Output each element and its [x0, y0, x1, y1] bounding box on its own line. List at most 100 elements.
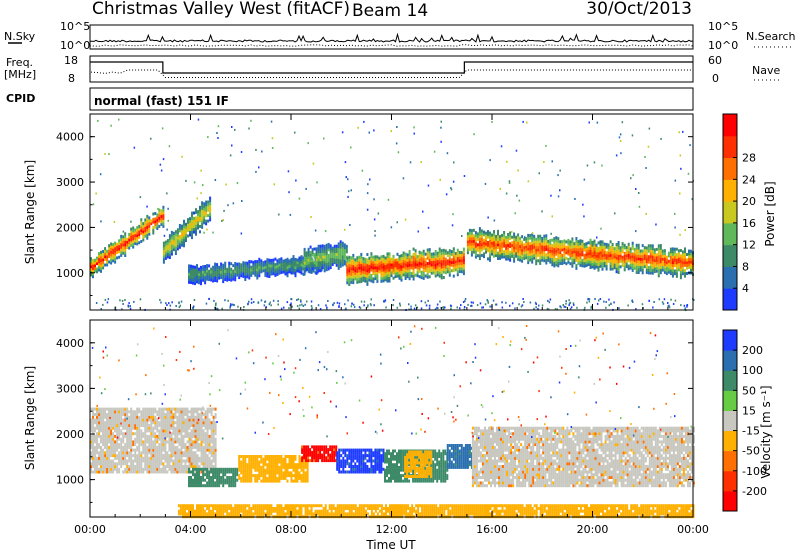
- power-cell: [140, 226, 143, 230]
- velocity-cell: [168, 465, 171, 468]
- power-cell: [680, 304, 682, 307]
- power-cell: [605, 264, 608, 268]
- velocity-cell: [282, 457, 285, 461]
- power-cell: [599, 240, 602, 244]
- power-cell: [206, 269, 209, 273]
- velocity-cell: [116, 448, 119, 452]
- power-cell: [396, 271, 399, 275]
- velocity-cell: [272, 465, 275, 469]
- velocity-cell: [206, 415, 209, 419]
- power-cell: [414, 265, 417, 269]
- velocity-cell: [90, 434, 92, 438]
- power-cell: [298, 270, 301, 274]
- power-cell: [302, 304, 305, 307]
- power-cell: [343, 228, 346, 231]
- velocity-cell: [198, 424, 201, 427]
- power-cell: [591, 251, 594, 255]
- power-cell: [176, 247, 179, 251]
- power-cell: [675, 269, 678, 273]
- power-cell: [198, 273, 200, 276]
- velocity-cell: [136, 454, 139, 458]
- velocity-cell: [96, 456, 98, 460]
- power-cell: [613, 260, 616, 264]
- power-cell: [295, 179, 297, 182]
- power-cell: [633, 266, 636, 270]
- power-cell: [497, 232, 499, 236]
- power-cell: [327, 261, 330, 265]
- power-cell: [232, 275, 235, 278]
- power-cell: [356, 269, 359, 273]
- velocity-cell: [214, 421, 217, 425]
- power-cell: [366, 277, 369, 281]
- velocity-cell: [124, 467, 127, 471]
- velocity-cell: [272, 455, 275, 458]
- velocity-cell: [254, 479, 257, 483]
- velocity-cell: [212, 484, 215, 488]
- power-cell: [110, 258, 113, 262]
- power-cell: [519, 242, 522, 246]
- velocity-cell: [188, 410, 191, 414]
- velocity-cell: [198, 443, 201, 447]
- power-cell: [152, 231, 155, 235]
- power-cell: [315, 258, 318, 262]
- velocity-cell: [284, 476, 287, 480]
- velocity-cell: [202, 465, 205, 468]
- power-cell: [197, 223, 199, 227]
- power-cell: [348, 274, 351, 278]
- power-cell: [268, 303, 271, 306]
- power-cell: [571, 253, 574, 257]
- power-cell: [310, 300, 313, 303]
- power-cell: [234, 267, 237, 271]
- power-cell: [201, 223, 204, 226]
- power-cell: [278, 260, 281, 264]
- velocity-cell: [138, 407, 141, 411]
- velocity-cell: [204, 440, 207, 444]
- velocity-cell: [214, 448, 217, 452]
- power-cell: [202, 270, 205, 274]
- power-cell: [296, 263, 299, 267]
- power-cell: [307, 253, 310, 257]
- velocity-cell: [186, 456, 189, 460]
- power-cell: [527, 247, 530, 251]
- power-cell: [362, 262, 365, 266]
- power-cell: [497, 257, 499, 260]
- power-cell: [462, 269, 465, 273]
- power-cell: [346, 270, 349, 274]
- power-cell: [408, 255, 411, 259]
- power-cell: [90, 268, 92, 272]
- velocity-cell: [128, 426, 131, 430]
- power-cell: [468, 239, 471, 243]
- velocity-cell: [290, 460, 293, 464]
- velocity-cell: [92, 440, 94, 444]
- velocity-cell: [276, 479, 279, 483]
- velocity-cell: [130, 413, 133, 416]
- power-cell: [619, 265, 622, 269]
- velocity-cell: [122, 426, 125, 430]
- power-cell: [420, 273, 423, 277]
- power-cell: [679, 233, 681, 236]
- power-cell: [639, 249, 642, 253]
- power-cell: [278, 269, 281, 272]
- power-cell: [690, 257, 692, 261]
- velocity-cell: [254, 460, 257, 464]
- noise-right-tick-top: 10^5: [708, 20, 738, 33]
- power-cell: [242, 261, 245, 265]
- velocity-cell: [180, 421, 183, 425]
- power-cell: [521, 251, 524, 255]
- power-cell: [204, 281, 207, 285]
- velocity-cell: [194, 426, 197, 430]
- power-cell: [356, 272, 359, 276]
- power-cell: [191, 214, 193, 218]
- power-cell: [409, 161, 412, 164]
- velocity-cell: [146, 407, 149, 411]
- power-cell: [462, 272, 465, 276]
- power-cell: [250, 119, 252, 122]
- power-cell: [577, 242, 580, 246]
- power-cell: [232, 269, 235, 273]
- freq-label-line1: Freq.: [6, 56, 33, 69]
- power-cell: [208, 264, 211, 268]
- power-cell: [189, 230, 191, 234]
- power-cell: [686, 304, 689, 306]
- power-cell: [280, 257, 283, 261]
- velocity-cell: [202, 413, 205, 416]
